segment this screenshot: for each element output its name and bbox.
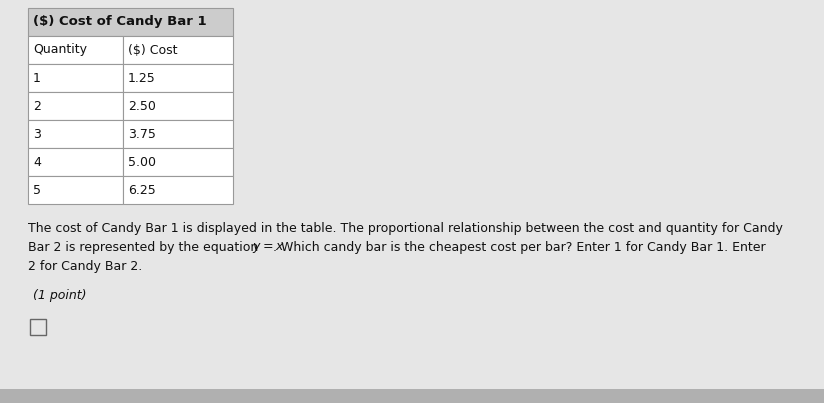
- Bar: [28, 120, 123, 148]
- Bar: [123, 92, 233, 120]
- Bar: [28, 64, 123, 92]
- Bar: [123, 120, 233, 148]
- Text: Bar 2 is represented by the equation: Bar 2 is represented by the equation: [28, 241, 262, 254]
- Text: 1: 1: [33, 71, 41, 85]
- Text: (1 point): (1 point): [33, 289, 87, 302]
- Text: 2.50: 2.50: [128, 100, 156, 112]
- Bar: [28, 176, 123, 204]
- Text: 2 for Candy Bar 2.: 2 for Candy Bar 2.: [28, 260, 143, 273]
- Bar: [123, 64, 233, 92]
- Text: ($) Cost of Candy Bar 1: ($) Cost of Candy Bar 1: [33, 15, 207, 29]
- Text: 6.25: 6.25: [128, 183, 156, 197]
- Text: Quantity: Quantity: [33, 44, 87, 56]
- Bar: [30, 319, 46, 335]
- Text: 3.75: 3.75: [128, 127, 156, 141]
- Text: 5: 5: [33, 183, 41, 197]
- Text: The cost of Candy Bar 1 is displayed in the table. The proportional relationship: The cost of Candy Bar 1 is displayed in …: [28, 222, 783, 235]
- Text: . Which candy bar is the cheapest cost per bar? Enter 1 for Candy Bar 1. Enter: . Which candy bar is the cheapest cost p…: [273, 241, 765, 254]
- Text: ($) Cost: ($) Cost: [128, 44, 177, 56]
- Bar: [123, 36, 233, 64]
- Bar: [123, 148, 233, 176]
- Bar: [28, 148, 123, 176]
- Bar: [28, 92, 123, 120]
- Text: 3: 3: [33, 127, 41, 141]
- Bar: [0, 389, 824, 403]
- Text: 5.00: 5.00: [128, 156, 156, 168]
- Text: 2: 2: [33, 100, 41, 112]
- Bar: [28, 36, 123, 64]
- Text: $y=x$: $y=x$: [252, 241, 284, 255]
- Bar: [123, 176, 233, 204]
- Bar: [28, 8, 233, 36]
- Text: 4: 4: [33, 156, 41, 168]
- Text: 1.25: 1.25: [128, 71, 156, 85]
